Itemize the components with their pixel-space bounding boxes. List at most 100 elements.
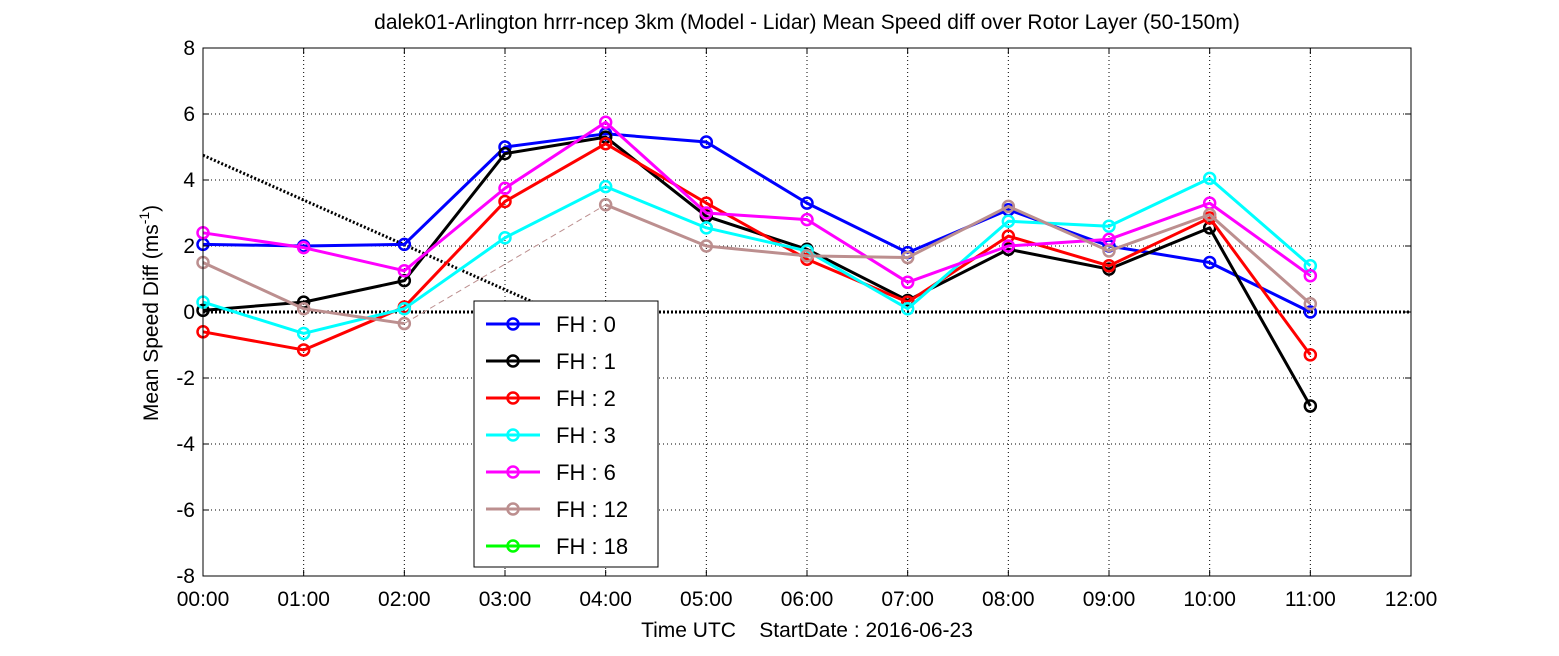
data-point [1102, 219, 1116, 233]
series-line [202, 132, 1311, 314]
chart-title: dalek01-Arlington hrrr-ncep 3km (Model -… [374, 11, 1240, 34]
y-tick-label: 4 [183, 169, 195, 192]
data-point [598, 115, 613, 129]
legend-label: FH : 18 [556, 534, 628, 559]
x-axis-label: Time UTC StartDate : 2016-06-23 [641, 619, 973, 642]
series-line [202, 176, 1312, 335]
x-tick-label: 03:00 [479, 588, 532, 611]
legend-entry: FH : 3 [486, 423, 616, 448]
x-tick-label: 04:00 [579, 588, 632, 611]
data-point [498, 194, 512, 209]
y-tick-label: 2 [183, 235, 195, 258]
data-point [699, 239, 714, 253]
data-point [1202, 255, 1217, 270]
y-axis-label-main: Mean Speed Diff (ms [140, 224, 163, 421]
legend-entry: FH : 18 [486, 534, 628, 559]
data-point [397, 316, 412, 331]
data-point [498, 146, 512, 161]
y-tick-label: 0 [183, 301, 195, 324]
legend-swatch-marker [506, 502, 520, 516]
data-point [1303, 297, 1318, 311]
series-line [202, 142, 1312, 356]
series-line [202, 120, 1312, 284]
x-tick-label: 06:00 [781, 588, 834, 611]
y-tick-label: -6 [176, 499, 195, 522]
x-tick-label: 01:00 [277, 588, 330, 611]
data-point [900, 301, 915, 316]
legend-swatch-marker [506, 539, 520, 553]
data-point [1202, 171, 1217, 186]
y-axis-label-superscript: -1 [136, 212, 152, 225]
data-point [397, 301, 412, 316]
data-point [800, 249, 814, 263]
legend-label: FH : 3 [556, 423, 616, 448]
data-point [296, 343, 311, 357]
series-fh-3 [196, 171, 1318, 341]
data-point [1303, 305, 1318, 319]
x-tick-label: 00:00 [177, 588, 230, 611]
y-tick-label: 8 [183, 37, 195, 60]
data-point [900, 250, 915, 265]
x-tick-label: 12:00 [1385, 588, 1438, 611]
y-tick-label: -8 [176, 565, 195, 588]
legend-swatch-marker [506, 391, 520, 405]
data-point [598, 198, 613, 212]
data-point [498, 231, 512, 245]
trend-reference-line [202, 153, 556, 314]
series-fh-6 [196, 115, 1318, 290]
data-point [1102, 244, 1116, 258]
data-point [296, 240, 311, 255]
x-tick-label: 08:00 [982, 588, 1035, 611]
data-point [296, 326, 311, 341]
legend-entry: FH : 1 [486, 349, 616, 374]
data-point [1202, 207, 1217, 222]
data-point [598, 136, 613, 151]
data-point [1102, 259, 1116, 273]
y-axis-label-end: ) [140, 205, 163, 212]
legend-label: FH : 12 [556, 497, 628, 522]
data-point [397, 264, 412, 278]
data-point [699, 221, 714, 235]
data-point [1303, 399, 1318, 413]
data-point [900, 275, 915, 290]
legend-entry: FH : 6 [486, 460, 616, 485]
legend-label: FH : 0 [556, 312, 616, 337]
data-point [800, 196, 814, 210]
data-point [800, 212, 814, 227]
series-line [202, 135, 1312, 407]
data-point [296, 301, 311, 316]
legend-swatch-marker [506, 317, 520, 331]
x-tick-label: 02:00 [378, 588, 431, 611]
legend-swatch-marker [506, 428, 520, 442]
legend-label: FH : 6 [556, 460, 616, 485]
legend-label: FH : 1 [556, 349, 616, 374]
axis-ticks: 00:00 01:00 02:00 03:00 04:00 05:00 06:00 07:00… [176, 37, 1437, 611]
series-line [605, 203, 1312, 305]
x-tick-label: 07:00 [881, 588, 934, 611]
x-tick-label: 05:00 [680, 588, 733, 611]
x-tick-label: 11:00 [1285, 588, 1336, 611]
y-tick-label: -4 [176, 433, 195, 456]
y-tick-label: 6 [183, 103, 195, 126]
data-point [598, 179, 613, 194]
series-fh-12 [196, 198, 1318, 331]
series-line [202, 261, 405, 326]
data-point [1001, 199, 1016, 214]
legend-label: FH : 2 [556, 386, 616, 411]
data-series [196, 115, 1318, 413]
data-point [397, 237, 412, 252]
legend-swatch-marker [506, 465, 520, 479]
legend-swatch-marker [506, 354, 520, 368]
data-point [1303, 268, 1318, 283]
y-tick-label: -2 [176, 367, 195, 390]
legend-entry: FH : 0 [486, 312, 616, 337]
data-point [1001, 214, 1016, 228]
data-point [1001, 239, 1016, 253]
y-axis-label: Mean Speed Diff (ms-1) [136, 205, 163, 421]
data-point [498, 181, 512, 195]
x-tick-label: 10:00 [1183, 588, 1236, 611]
x-tick-label: 09:00 [1083, 588, 1136, 611]
legend-entry: FH : 12 [486, 497, 628, 522]
legend: FH : 0 FH : 1 FH : 2 FH : 3 FH : 6 FH : 12 FH … [473, 300, 659, 568]
